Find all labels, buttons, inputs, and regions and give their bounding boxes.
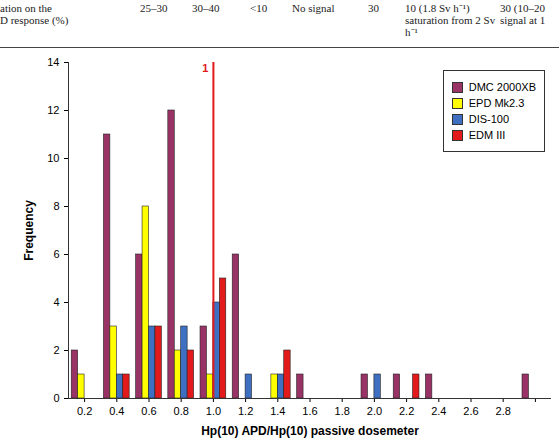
svg-text:2.0: 2.0 [367,405,382,417]
svg-text:0: 0 [53,392,59,404]
svg-text:2.6: 2.6 [463,405,478,417]
html-text:EPD Mk2.3: EPD Mk2.3 [468,97,525,109]
svg-text:0.2: 0.2 [77,405,92,417]
svg-text:1.6: 1.6 [302,405,317,417]
html-text:DMC 2000XB: DMC 2000XB [468,81,536,93]
svg-text:2.4: 2.4 [431,405,446,417]
html-text:ation on the D response (%): ation on the D response (%) [0,2,69,26]
svg-text:0.8: 0.8 [174,405,189,417]
html-text:10 (1.8 Sv h⁻¹) saturation fro: 10 (1.8 Sv h⁻¹) saturation from 2 Sv h⁻¹ [405,2,496,38]
svg-text:8: 8 [53,200,59,212]
svg-text:1.0: 1.0 [206,405,221,417]
html-text:No signal: No signal [292,2,335,14]
svg-text:2.8: 2.8 [496,405,511,417]
svg-text:12: 12 [47,104,59,116]
html-text:DIS-100: DIS-100 [468,113,510,125]
html-text:30 (10–20 signal at 1: 30 (10–20 signal at 1 [500,2,546,26]
svg-text:1.2: 1.2 [238,405,253,417]
svg-text:4: 4 [53,296,59,308]
html-text:<10: <10 [250,2,268,14]
svg-text:0.6: 0.6 [141,405,156,417]
svg-text:1: 1 [202,62,208,74]
svg-text:1.4: 1.4 [270,405,285,417]
svg-text:0.4: 0.4 [109,405,124,417]
html-text:25–30: 25–30 [140,2,168,14]
svg-text:Frequency: Frequency [22,200,36,261]
svg-text:10: 10 [47,152,59,164]
html-text:30–40: 30–40 [192,2,220,14]
html-text:30: 30 [368,2,379,14]
svg-text:2: 2 [53,344,59,356]
svg-text:Hp(10) APD/Hp(10) passive dose: Hp(10) APD/Hp(10) passive dosemeter [201,424,419,438]
svg-text:6: 6 [53,248,59,260]
svg-text:14: 14 [47,56,59,68]
svg-text:1.8: 1.8 [335,405,350,417]
html-text:EDM III: EDM III [468,129,506,141]
svg-text:2.2: 2.2 [399,405,414,417]
